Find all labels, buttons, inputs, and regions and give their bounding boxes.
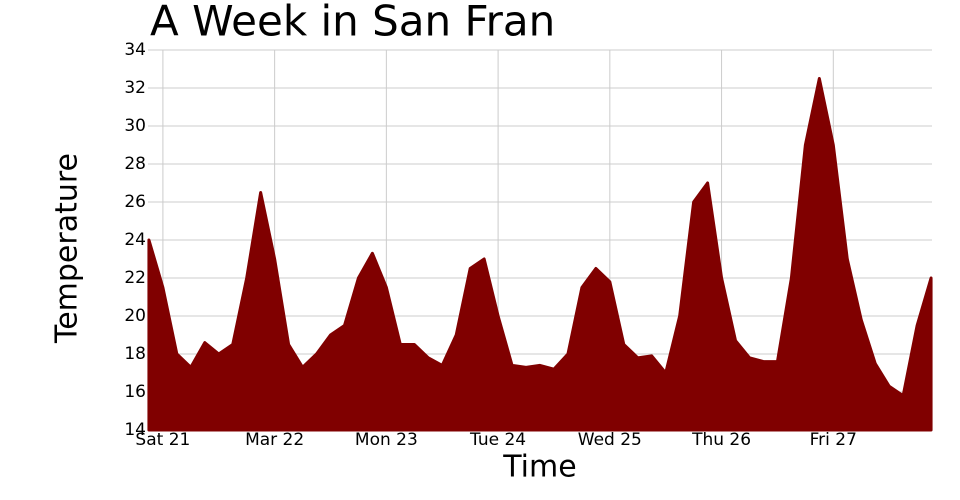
x-tick-label: Thu 26 xyxy=(691,430,751,450)
x-tick-label: Mar 22 xyxy=(245,430,304,450)
x-tick-label: Tue 24 xyxy=(469,430,526,450)
y-tick-label: 18 xyxy=(124,344,146,364)
y-tick-label: 32 xyxy=(124,78,146,98)
area xyxy=(147,77,933,432)
y-tick-label: 26 xyxy=(124,192,146,212)
x-tick-label: Wed 25 xyxy=(578,430,642,450)
x-tick-label: Fri 27 xyxy=(810,430,857,450)
y-tick-label: 20 xyxy=(124,306,146,326)
y-tick-label: 34 xyxy=(124,40,146,60)
y-tick-label: 30 xyxy=(124,116,146,136)
x-tick-label: Mon 23 xyxy=(355,430,418,450)
y-tick-label: 14 xyxy=(124,420,146,440)
y-tick-label: 22 xyxy=(124,268,146,288)
x-axis-title: Time xyxy=(502,450,576,485)
y-axis-title: Temperature xyxy=(50,153,85,344)
y-tick-label: 28 xyxy=(124,154,146,174)
x-tick-label: Sat 21 xyxy=(135,430,190,450)
y-tick-label: 24 xyxy=(124,230,146,250)
chart-title: A Week in San Fran xyxy=(150,0,555,46)
y-tick-label: 16 xyxy=(124,382,146,402)
